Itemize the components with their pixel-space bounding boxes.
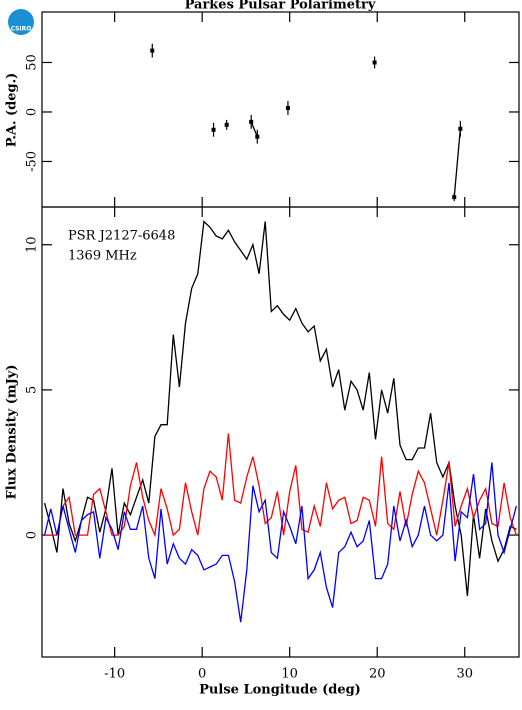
y-axis-label: P.A. (deg.): [5, 73, 20, 148]
logo-text: CSIRO: [11, 26, 32, 33]
x-axis-label: Pulse Longitude (deg): [199, 683, 361, 698]
point: [285, 106, 290, 111]
point: [372, 60, 377, 65]
chart-title: Parkes Pulsar Polarimetry: [185, 0, 376, 13]
point: [255, 134, 260, 139]
y-tick-label: 5: [25, 386, 40, 394]
y-tick-label: 0: [25, 531, 40, 539]
point: [458, 126, 463, 131]
y-tick-label: 10: [25, 236, 40, 253]
x-tick-label: -10: [104, 667, 125, 682]
logo: [8, 9, 34, 35]
panel-frame: [41, 206, 520, 658]
y-tick-label: -50: [25, 151, 40, 172]
series-line: [43, 462, 518, 623]
y-tick-label: 0: [25, 108, 40, 116]
annotation: PSR J2127-6648: [68, 229, 175, 244]
point: [211, 127, 216, 132]
point: [224, 122, 229, 127]
y-axis-label: Flux Density (mJy): [5, 365, 20, 500]
x-tick-label: 0: [198, 667, 206, 682]
x-tick-label: 10: [281, 667, 298, 682]
x-tick-label: 20: [369, 667, 386, 682]
annotation: 1369 MHz: [68, 249, 137, 264]
series-line: [44, 433, 518, 538]
series-line: [43, 220, 517, 597]
connector: [453, 128, 462, 198]
panel-frame: [41, 11, 520, 208]
y-tick-label: 50: [25, 54, 40, 71]
point: [150, 48, 155, 53]
x-tick-label: 30: [456, 667, 473, 682]
connector: [250, 121, 258, 137]
